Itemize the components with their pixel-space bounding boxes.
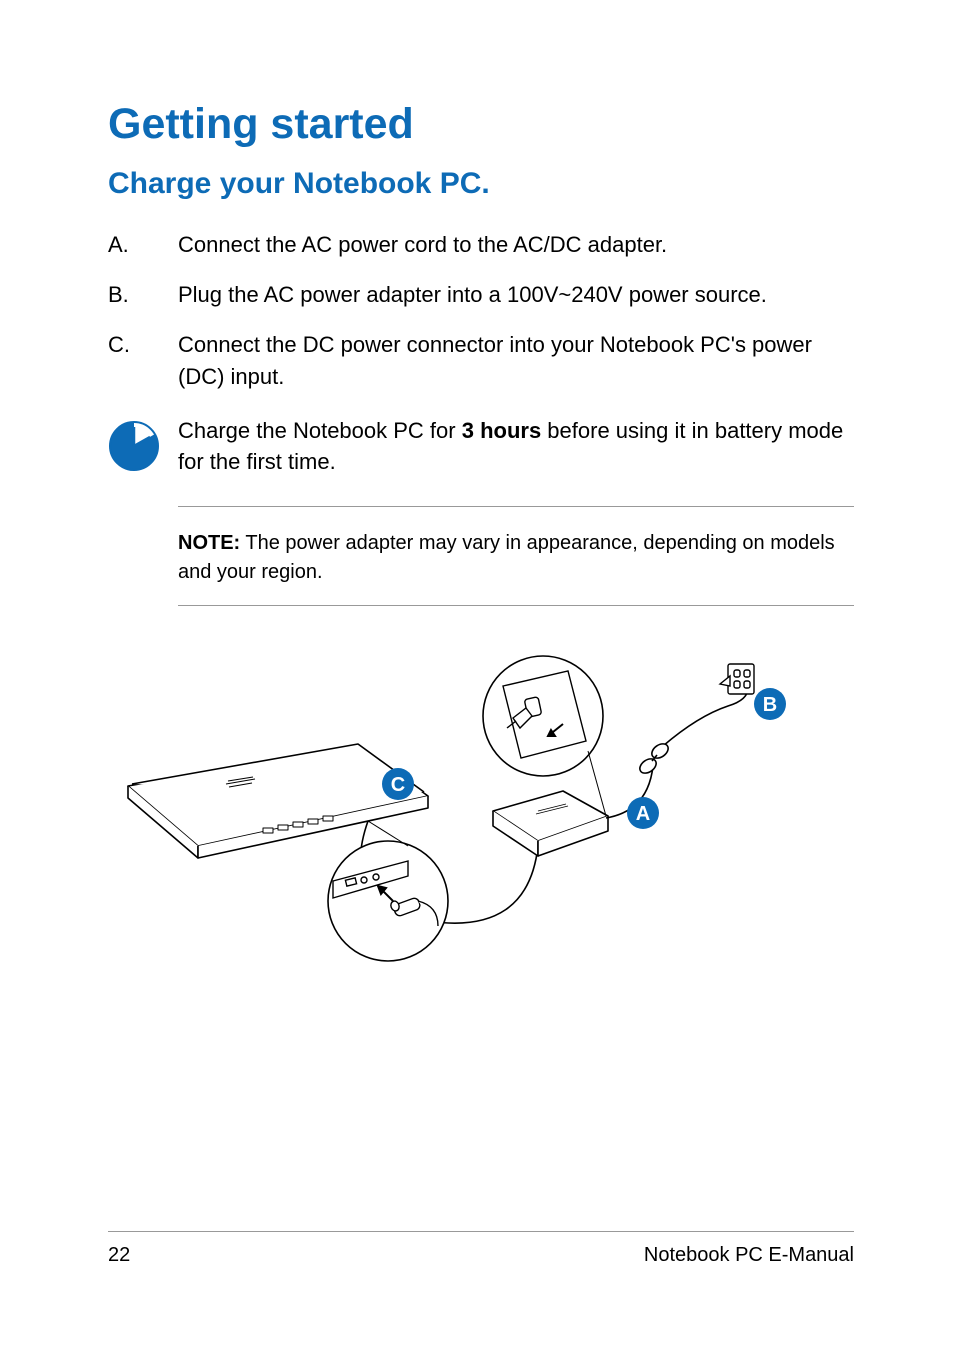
step-item: B. Plug the AC power adapter into a 100V…: [108, 279, 854, 311]
step-item: C. Connect the DC power connector into y…: [108, 329, 854, 393]
wall-plug: [720, 664, 754, 694]
callout-a-label: A: [636, 803, 650, 825]
timer-note-text: Charge the Notebook PC for 3 hours befor…: [178, 415, 854, 479]
callout-a: A: [627, 797, 659, 829]
note-text: The power adapter may vary in appearance…: [178, 532, 835, 583]
callout-b: B: [754, 688, 786, 720]
step-label: A.: [108, 229, 178, 261]
timer-icon: [108, 420, 178, 472]
step-text: Connect the AC power cord to the AC/DC a…: [178, 229, 854, 261]
manual-page: Getting started Charge your Notebook PC.…: [0, 0, 954, 1345]
note-box: NOTE: The power adapter may vary in appe…: [178, 506, 854, 606]
section-title: Charge your Notebook PC.: [108, 167, 854, 201]
timer-bold: 3 hours: [462, 418, 541, 443]
step-item: A. Connect the AC power cord to the AC/D…: [108, 229, 854, 261]
step-label: C.: [108, 329, 178, 393]
step-list: A. Connect the AC power cord to the AC/D…: [108, 229, 854, 393]
adapter-outline: [493, 791, 608, 856]
note-label: NOTE:: [178, 532, 240, 554]
page-title: Getting started: [108, 100, 854, 149]
zoom-wall-plug: [483, 656, 606, 816]
zoom-dc-jack: [328, 821, 448, 961]
charging-diagram: A B C: [108, 646, 848, 986]
timer-pre: Charge the Notebook PC for: [178, 418, 462, 443]
step-text: Connect the DC power connector into your…: [178, 329, 854, 393]
callout-b-label: B: [763, 694, 777, 716]
timer-note-row: Charge the Notebook PC for 3 hours befor…: [108, 415, 854, 479]
page-footer: 22 Notebook PC E-Manual: [108, 1231, 854, 1267]
callout-c: C: [382, 768, 414, 800]
callout-c-label: C: [391, 774, 405, 796]
step-text: Plug the AC power adapter into a 100V~24…: [178, 279, 854, 311]
doc-title: Notebook PC E-Manual: [644, 1244, 854, 1267]
step-label: B.: [108, 279, 178, 311]
page-number: 22: [108, 1244, 130, 1267]
